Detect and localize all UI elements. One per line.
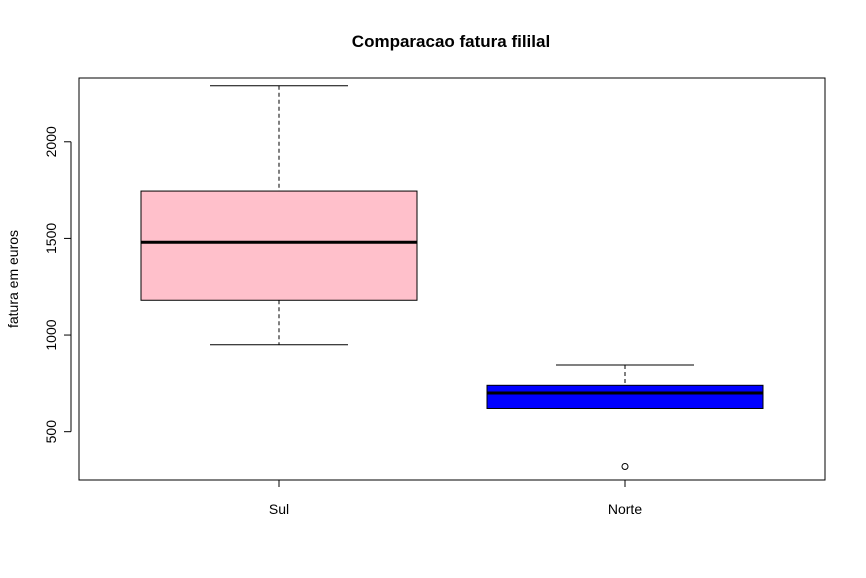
chart-marks: 500 1000 1500 2000 Sul Norte	[43, 85, 764, 517]
y-axis-label: fatura em euros	[5, 230, 21, 328]
sul-box	[140, 190, 418, 301]
plot-frame	[78, 77, 826, 481]
chart-title: Comparacao fatura fililal	[352, 32, 550, 51]
y-tick-label-1000: 1000	[43, 319, 59, 350]
y-tick-label-2000: 2000	[43, 126, 59, 157]
y-tick-label-500: 500	[43, 420, 59, 444]
y-tick-label-1500: 1500	[43, 223, 59, 254]
x-tick-label-norte: Norte	[608, 501, 642, 517]
norte-box	[486, 384, 764, 409]
norte-outlier-0	[621, 462, 629, 470]
x-tick-label-sul: Sul	[269, 501, 289, 517]
